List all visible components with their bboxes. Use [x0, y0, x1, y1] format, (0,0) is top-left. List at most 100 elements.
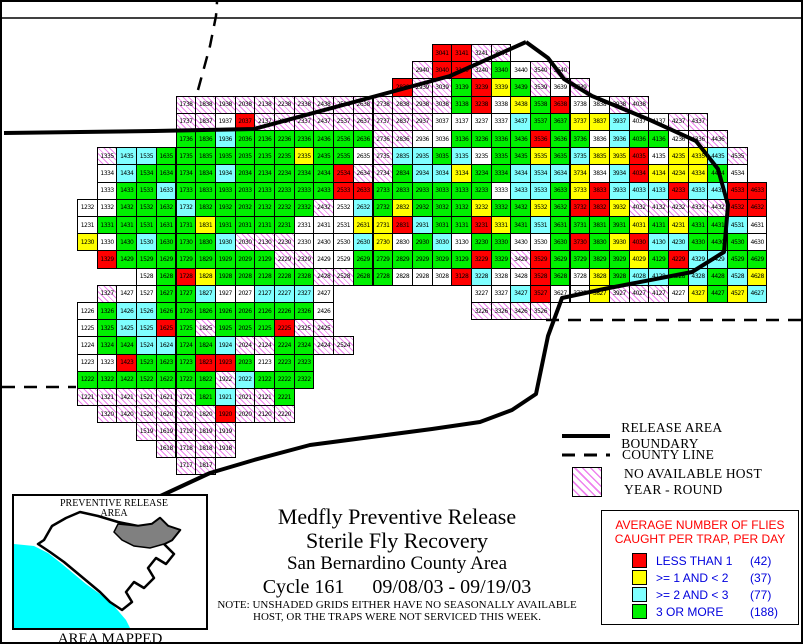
grid-cell: 1424	[116, 336, 138, 355]
grid-cell: 1332	[96, 198, 118, 217]
grid-cell: 2234	[274, 164, 295, 183]
grid-cell: 1831	[195, 216, 216, 235]
grid-cell: 3633	[549, 181, 571, 200]
grid-cell: 1618	[155, 439, 177, 458]
inset-map-graphic: PREVENTIVE RELEASE AREA	[14, 498, 182, 628]
grid-cell: 3239	[471, 78, 492, 97]
grid-cell: 4135	[648, 147, 669, 166]
grid-cell: 2838	[392, 95, 413, 114]
grid-cell: 2130	[254, 233, 275, 252]
grid-cell: 3233	[471, 181, 492, 200]
grid-cell: 2932	[411, 198, 433, 217]
grid-cell: 2121	[254, 388, 275, 407]
grid-cell: 3431	[510, 216, 532, 235]
grid-cell: 1231	[77, 216, 98, 235]
grid-cell: 1531	[136, 216, 157, 235]
grid-cell: 1921	[214, 388, 236, 407]
grid-cell: 1818	[195, 439, 216, 458]
grid-cell: 1333	[96, 181, 118, 200]
grid-cell: 1735	[175, 147, 197, 166]
grid-cell: 3935	[608, 147, 630, 166]
grid-cell: 1426	[116, 302, 138, 321]
grid-cell: 3230	[471, 233, 492, 252]
grid-cell: 2137	[254, 112, 275, 131]
grid-cell: 3336	[490, 130, 512, 149]
grid-cell: 3335	[490, 147, 512, 166]
grid-cell: 1922	[214, 370, 236, 389]
grid-cell: 3128	[451, 267, 472, 286]
note-line2: HOST, OR THE TRAPS WERE NOT SERVICED THI…	[253, 611, 541, 623]
grid-cell: 2835	[392, 147, 413, 166]
grid-cell: 1826	[195, 302, 216, 321]
map-title-line1: Medfly Preventive Release	[277, 504, 517, 529]
grid-cell: 2038	[234, 95, 256, 114]
flies-legend-item: LESS THAN 1 (42)	[632, 552, 798, 569]
grid-cell: 3033	[431, 181, 453, 200]
grid-cell: 3434	[510, 164, 532, 183]
grid-cell: 1232	[77, 198, 98, 217]
grid-cell: 4533	[727, 181, 748, 200]
grid-cell: 1718	[175, 439, 197, 458]
grid-cell: 4527	[727, 284, 748, 303]
grid-cell: 2733	[372, 181, 394, 200]
grid-cell: 2536	[333, 130, 354, 149]
grid-cell: 2836	[392, 130, 413, 149]
grid-cell: 1431	[116, 216, 138, 235]
grid-cell: 3329	[490, 250, 512, 269]
grid-cell: 4331	[687, 216, 709, 235]
grid-cell: 3034	[431, 164, 453, 183]
grid-cell: 2334	[293, 164, 315, 183]
grid-cell: 1938	[214, 95, 236, 114]
grid-cell: 1836	[195, 130, 216, 149]
grid-cell: 1732	[175, 198, 197, 217]
grid-cell: 2430	[313, 233, 335, 252]
grid-cell: 1919	[214, 422, 236, 441]
grid-cell: 2839	[392, 78, 413, 97]
grid-cell: 3836	[589, 130, 610, 149]
grid-cell: 3328	[490, 267, 512, 286]
grid-cell: 2037	[234, 112, 256, 131]
grid-cell: 1731	[175, 216, 197, 235]
grid-cell: 1832	[195, 198, 216, 217]
grid-cell: 3929	[608, 250, 630, 269]
grid-cell: 1929	[214, 250, 236, 269]
grid-cell: 3632	[549, 198, 571, 217]
grid-cell: 2324	[293, 336, 315, 355]
grid-cell: 1221	[77, 388, 98, 407]
grid-cell: 3640	[549, 61, 571, 80]
grid-cell: 2931	[411, 216, 433, 235]
grid-cell: 4229	[668, 250, 689, 269]
grid-cell: 1432	[116, 198, 138, 217]
grid-cell: 4128	[648, 267, 669, 286]
grid-cell: 3129	[451, 250, 472, 269]
grid-cell: 2427	[313, 284, 335, 303]
grid-cell: 4435	[707, 147, 729, 166]
grid-cell: 1725	[175, 319, 197, 338]
grid-cell: 2634	[352, 164, 374, 183]
grid-cell: 1734	[175, 164, 197, 183]
grid-cell: 1834	[195, 164, 216, 183]
grid-cell: 1819	[195, 422, 216, 441]
grid-cell: 4532	[727, 198, 748, 217]
grid-cell: 1833	[195, 181, 216, 200]
grid-cell: 2223	[274, 353, 295, 372]
flies-legend-item: >= 2 AND < 3 (77)	[632, 586, 798, 603]
grid-cell: 1519	[136, 422, 157, 441]
grid-cell: 3931	[608, 216, 630, 235]
grid-cell: 3228	[471, 267, 492, 286]
grid-cell: 2426	[313, 302, 335, 321]
grid-cell: 1429	[116, 250, 138, 269]
grid-cell: 2125	[254, 319, 275, 338]
grid-cell: 2828	[392, 267, 413, 286]
grid-cell: 3433	[510, 181, 532, 200]
grid-cell: 2537	[333, 112, 354, 131]
grid-cell: 4233	[668, 181, 689, 200]
grid-cell: 3132	[451, 198, 472, 217]
cycle-label: Cycle 161	[262, 576, 345, 598]
grid-cell: 4028	[628, 267, 650, 286]
grid-cell: 3436	[510, 130, 532, 149]
grid-cell: 1920	[214, 405, 236, 424]
grid-cell: 3539	[530, 78, 551, 97]
flies-legend-item: 3 OR MORE (188)	[632, 603, 798, 620]
grid-cell: 3240	[471, 61, 492, 80]
